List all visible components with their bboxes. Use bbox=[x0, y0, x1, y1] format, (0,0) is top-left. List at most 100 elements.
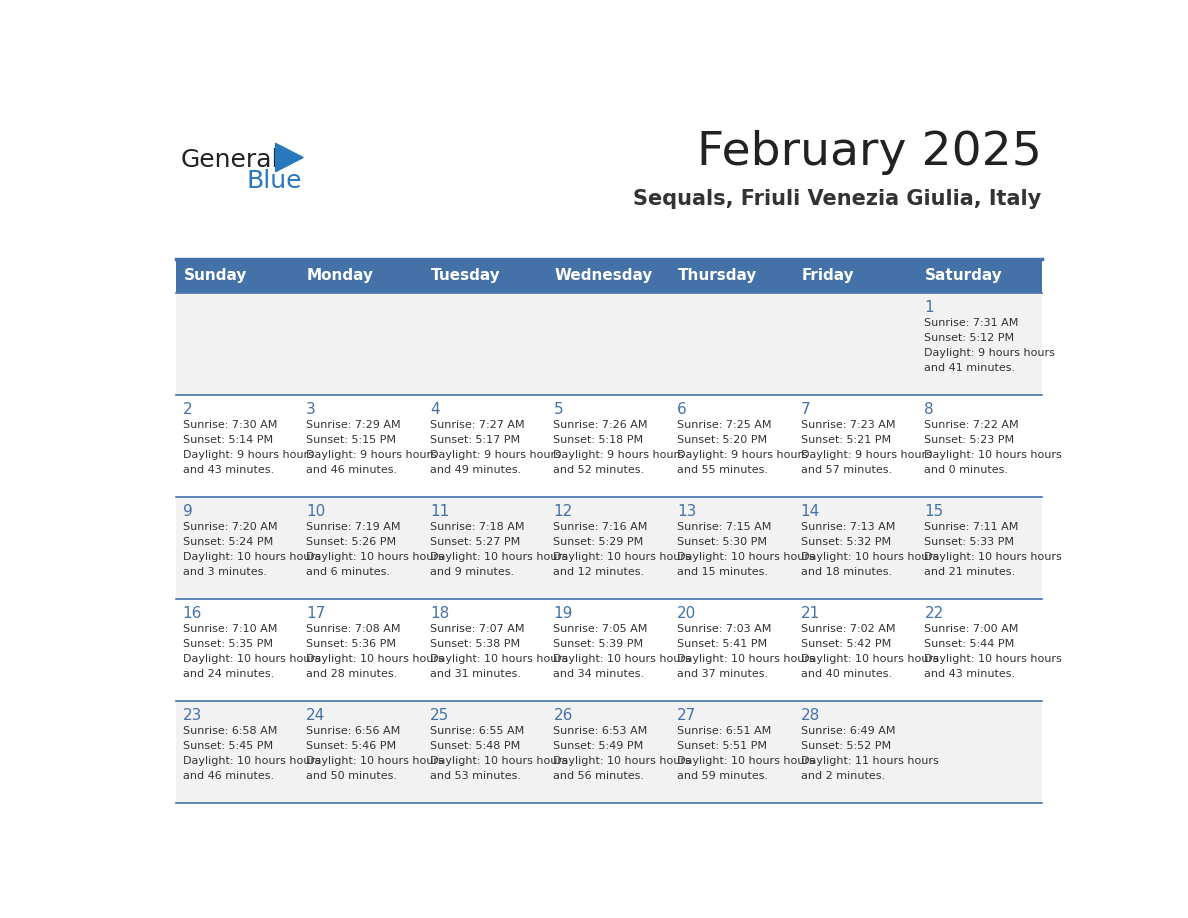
Text: Sunrise: 7:05 AM: Sunrise: 7:05 AM bbox=[554, 624, 647, 634]
Text: and 12 minutes.: and 12 minutes. bbox=[554, 566, 645, 577]
Text: Sunrise: 7:23 AM: Sunrise: 7:23 AM bbox=[801, 420, 896, 430]
Text: Daylight: 9 hours hours: Daylight: 9 hours hours bbox=[183, 450, 314, 460]
Text: 18: 18 bbox=[430, 606, 449, 621]
Text: Sunset: 5:17 PM: Sunset: 5:17 PM bbox=[430, 435, 520, 445]
Text: and 43 minutes.: and 43 minutes. bbox=[183, 465, 273, 475]
Bar bbox=[546, 700, 671, 803]
Bar bbox=[423, 259, 546, 293]
Text: and 41 minutes.: and 41 minutes. bbox=[924, 363, 1016, 373]
Bar bbox=[546, 259, 671, 293]
Bar bbox=[423, 293, 546, 395]
Bar bbox=[546, 599, 671, 700]
Text: Sunset: 5:32 PM: Sunset: 5:32 PM bbox=[801, 537, 891, 547]
Text: Tuesday: Tuesday bbox=[431, 268, 500, 283]
Text: 28: 28 bbox=[801, 708, 820, 722]
Bar bbox=[671, 395, 795, 497]
Text: 26: 26 bbox=[554, 708, 573, 722]
Text: Sunrise: 7:27 AM: Sunrise: 7:27 AM bbox=[430, 420, 524, 430]
Text: 11: 11 bbox=[430, 504, 449, 519]
Text: Daylight: 10 hours hours: Daylight: 10 hours hours bbox=[307, 552, 444, 562]
Text: Sequals, Friuli Venezia Giulia, Italy: Sequals, Friuli Venezia Giulia, Italy bbox=[633, 188, 1042, 208]
Text: Sunrise: 7:26 AM: Sunrise: 7:26 AM bbox=[554, 420, 647, 430]
Text: 12: 12 bbox=[554, 504, 573, 519]
Bar bbox=[671, 293, 795, 395]
Text: Daylight: 10 hours hours: Daylight: 10 hours hours bbox=[924, 450, 1062, 460]
Text: and 55 minutes.: and 55 minutes. bbox=[677, 465, 769, 475]
Text: Sunrise: 7:07 AM: Sunrise: 7:07 AM bbox=[430, 624, 524, 634]
Text: 10: 10 bbox=[307, 504, 326, 519]
Text: Sunset: 5:20 PM: Sunset: 5:20 PM bbox=[677, 435, 767, 445]
Text: Sunset: 5:15 PM: Sunset: 5:15 PM bbox=[307, 435, 397, 445]
Text: Daylight: 10 hours hours: Daylight: 10 hours hours bbox=[801, 552, 939, 562]
Bar bbox=[299, 497, 423, 599]
Bar bbox=[671, 259, 795, 293]
Bar bbox=[918, 259, 1042, 293]
Text: Daylight: 10 hours hours: Daylight: 10 hours hours bbox=[924, 552, 1062, 562]
Text: Daylight: 10 hours hours: Daylight: 10 hours hours bbox=[183, 654, 321, 664]
Text: Monday: Monday bbox=[308, 268, 374, 283]
Text: Sunset: 5:35 PM: Sunset: 5:35 PM bbox=[183, 639, 272, 649]
Text: 17: 17 bbox=[307, 606, 326, 621]
Text: Wednesday: Wednesday bbox=[555, 268, 652, 283]
Text: Sunrise: 7:18 AM: Sunrise: 7:18 AM bbox=[430, 522, 524, 532]
Text: 6: 6 bbox=[677, 402, 687, 417]
Text: Sunrise: 7:11 AM: Sunrise: 7:11 AM bbox=[924, 522, 1019, 532]
Bar bbox=[671, 497, 795, 599]
Text: and 21 minutes.: and 21 minutes. bbox=[924, 566, 1016, 577]
Text: Sunset: 5:21 PM: Sunset: 5:21 PM bbox=[801, 435, 891, 445]
Bar bbox=[176, 599, 299, 700]
Text: Sunrise: 7:29 AM: Sunrise: 7:29 AM bbox=[307, 420, 400, 430]
Text: Sunrise: 7:19 AM: Sunrise: 7:19 AM bbox=[307, 522, 400, 532]
Text: Sunset: 5:26 PM: Sunset: 5:26 PM bbox=[307, 537, 397, 547]
Text: 21: 21 bbox=[801, 606, 820, 621]
Text: Sunrise: 6:49 AM: Sunrise: 6:49 AM bbox=[801, 726, 896, 736]
Bar bbox=[795, 293, 918, 395]
Text: Sunrise: 7:15 AM: Sunrise: 7:15 AM bbox=[677, 522, 771, 532]
Text: 3: 3 bbox=[307, 402, 316, 417]
Bar bbox=[176, 395, 299, 497]
Text: and 9 minutes.: and 9 minutes. bbox=[430, 566, 514, 577]
Text: Daylight: 10 hours hours: Daylight: 10 hours hours bbox=[677, 756, 815, 766]
Text: Sunset: 5:27 PM: Sunset: 5:27 PM bbox=[430, 537, 520, 547]
Text: Sunrise: 6:58 AM: Sunrise: 6:58 AM bbox=[183, 726, 277, 736]
Bar bbox=[176, 497, 299, 599]
Text: Sunrise: 6:56 AM: Sunrise: 6:56 AM bbox=[307, 726, 400, 736]
Text: Sunrise: 7:02 AM: Sunrise: 7:02 AM bbox=[801, 624, 896, 634]
Bar bbox=[423, 599, 546, 700]
Text: Sunset: 5:45 PM: Sunset: 5:45 PM bbox=[183, 741, 273, 751]
Bar bbox=[176, 259, 299, 293]
Text: and 3 minutes.: and 3 minutes. bbox=[183, 566, 266, 577]
Bar bbox=[918, 293, 1042, 395]
Bar bbox=[423, 395, 546, 497]
Text: Sunset: 5:18 PM: Sunset: 5:18 PM bbox=[554, 435, 644, 445]
Text: and 50 minutes.: and 50 minutes. bbox=[307, 771, 397, 781]
Text: Sunset: 5:52 PM: Sunset: 5:52 PM bbox=[801, 741, 891, 751]
Polygon shape bbox=[276, 143, 303, 172]
Text: and 43 minutes.: and 43 minutes. bbox=[924, 668, 1016, 678]
Text: Sunrise: 7:30 AM: Sunrise: 7:30 AM bbox=[183, 420, 277, 430]
Text: and 34 minutes.: and 34 minutes. bbox=[554, 668, 645, 678]
Text: and 40 minutes.: and 40 minutes. bbox=[801, 668, 892, 678]
Text: General: General bbox=[181, 148, 279, 172]
Bar bbox=[795, 497, 918, 599]
Text: Sunrise: 6:53 AM: Sunrise: 6:53 AM bbox=[554, 726, 647, 736]
Text: Sunrise: 7:16 AM: Sunrise: 7:16 AM bbox=[554, 522, 647, 532]
Bar bbox=[546, 497, 671, 599]
Bar bbox=[299, 395, 423, 497]
Bar bbox=[546, 395, 671, 497]
Text: Sunset: 5:39 PM: Sunset: 5:39 PM bbox=[554, 639, 644, 649]
Text: 7: 7 bbox=[801, 402, 810, 417]
Text: Daylight: 10 hours hours: Daylight: 10 hours hours bbox=[183, 756, 321, 766]
Bar bbox=[795, 259, 918, 293]
Text: Daylight: 9 hours hours: Daylight: 9 hours hours bbox=[554, 450, 684, 460]
Text: 13: 13 bbox=[677, 504, 696, 519]
Text: Sunrise: 6:55 AM: Sunrise: 6:55 AM bbox=[430, 726, 524, 736]
Text: 27: 27 bbox=[677, 708, 696, 722]
Text: Sunset: 5:42 PM: Sunset: 5:42 PM bbox=[801, 639, 891, 649]
Text: Daylight: 10 hours hours: Daylight: 10 hours hours bbox=[554, 756, 691, 766]
Text: and 57 minutes.: and 57 minutes. bbox=[801, 465, 892, 475]
Text: 4: 4 bbox=[430, 402, 440, 417]
Text: and 59 minutes.: and 59 minutes. bbox=[677, 771, 769, 781]
Bar bbox=[299, 599, 423, 700]
Text: 9: 9 bbox=[183, 504, 192, 519]
